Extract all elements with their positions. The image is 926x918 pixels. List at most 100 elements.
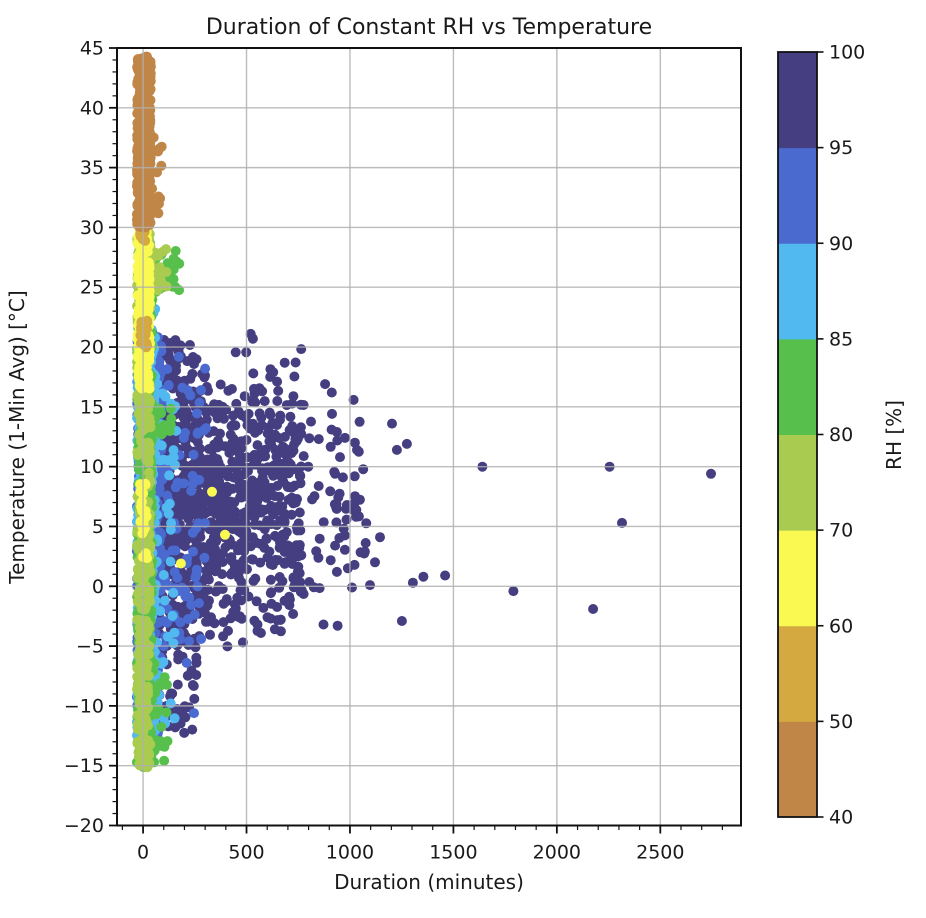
scatter-point <box>169 713 180 724</box>
scatter-point <box>142 340 152 351</box>
colorbar-band <box>778 52 817 149</box>
scatter-point <box>216 440 227 451</box>
scatter-point <box>142 354 153 365</box>
scatter-point <box>254 520 265 531</box>
scatter-point <box>206 403 217 414</box>
colorbar-band <box>778 721 817 818</box>
scatter-point <box>314 583 325 594</box>
scatter-point <box>295 470 306 481</box>
scatter-point <box>298 589 309 599</box>
scatter-point <box>133 250 144 261</box>
scatter-point <box>265 574 276 585</box>
scatter-point <box>172 477 183 488</box>
scatter-point <box>237 508 248 519</box>
scatter-point <box>332 435 343 446</box>
scatter-point <box>230 603 241 614</box>
scatter-point <box>307 494 318 505</box>
scatter-point <box>248 368 259 379</box>
scatter-point <box>168 587 179 598</box>
scatter-point <box>257 476 268 487</box>
scatter-point <box>168 452 179 463</box>
scatter-point <box>142 259 152 270</box>
scatter-point <box>185 390 196 401</box>
scatter-point <box>144 584 155 595</box>
scatter-point <box>265 559 276 570</box>
scatter-point <box>330 540 341 551</box>
scatter-point <box>334 488 345 499</box>
scatter-point <box>189 693 200 704</box>
scatter-point <box>168 253 179 264</box>
scatter-point <box>188 352 198 362</box>
scatter-point <box>289 371 300 382</box>
scatter-point <box>191 652 202 663</box>
axes-layer: 0 500 1000 1500 2000 2500 −20 −15 −10 −5 0 5 10 15 20 2… <box>64 38 742 864</box>
scatter-point <box>259 396 270 407</box>
scatter-point <box>221 594 232 605</box>
scatter-point <box>235 459 246 469</box>
scatter-point <box>273 385 284 396</box>
scatter-point <box>237 637 248 648</box>
scatter-point <box>331 499 342 509</box>
scatter-point <box>168 445 179 456</box>
colorbar-band <box>778 338 817 435</box>
scatter-point <box>235 436 246 447</box>
scatter-point <box>588 604 599 614</box>
scatter-point <box>191 670 202 680</box>
scatter-point <box>182 670 193 681</box>
scatter-point <box>196 385 206 396</box>
x-axis-label: Duration (minutes) <box>334 870 524 894</box>
scatter-point <box>320 379 331 390</box>
scatter-point <box>349 437 360 448</box>
scatter-point <box>349 471 360 482</box>
scatter-point <box>279 516 290 527</box>
scatter-point <box>170 459 180 470</box>
scatter-point <box>229 511 240 522</box>
scatter-point <box>288 609 299 619</box>
scatter-point <box>279 357 290 368</box>
scatter-point <box>230 347 241 358</box>
scatter-point <box>223 625 233 636</box>
scatter-point <box>440 570 451 581</box>
scatter-point <box>143 201 154 212</box>
scatter-point <box>133 686 144 697</box>
scatter-point <box>175 558 186 569</box>
scatter-point <box>233 612 244 622</box>
colorbar-band <box>778 625 817 722</box>
scatter-point <box>272 396 283 406</box>
scatter-point <box>132 572 143 583</box>
x-tick-label: 2000 <box>533 842 581 864</box>
scatter-point <box>304 433 315 444</box>
scatter-point <box>135 66 146 77</box>
scatter-point <box>137 383 147 394</box>
scatter-point <box>279 558 290 569</box>
scatter-point <box>152 167 162 178</box>
scatter-point <box>184 592 195 603</box>
scatter-point <box>167 610 178 621</box>
scatter-point <box>139 634 149 644</box>
scatter-point <box>274 501 285 512</box>
scatter-point <box>391 444 402 455</box>
scatter-point <box>185 373 196 384</box>
colorbar-tick-label: 50 <box>829 711 853 733</box>
scatter-point <box>220 529 230 540</box>
scatter-point <box>247 333 258 344</box>
colorbar-tick-label: 100 <box>829 42 865 64</box>
scatter-point <box>407 577 418 588</box>
scatter-point <box>136 517 147 528</box>
scatter-point <box>228 472 239 483</box>
y-tick-label: 10 <box>80 456 104 478</box>
scatter-point <box>207 486 217 497</box>
scatter-point <box>223 385 234 396</box>
y-tick-label: −20 <box>64 815 104 837</box>
scatter-point <box>247 554 258 565</box>
x-tick-label: 1500 <box>429 842 477 864</box>
scatter-point <box>234 450 245 461</box>
scatter-point <box>264 407 275 418</box>
scatter-point <box>331 566 342 577</box>
y-tick-label: 30 <box>80 217 104 239</box>
scatter-point <box>508 586 519 597</box>
scatter-point <box>340 432 350 443</box>
scatter-point <box>248 576 259 586</box>
scatter-point <box>155 606 166 616</box>
